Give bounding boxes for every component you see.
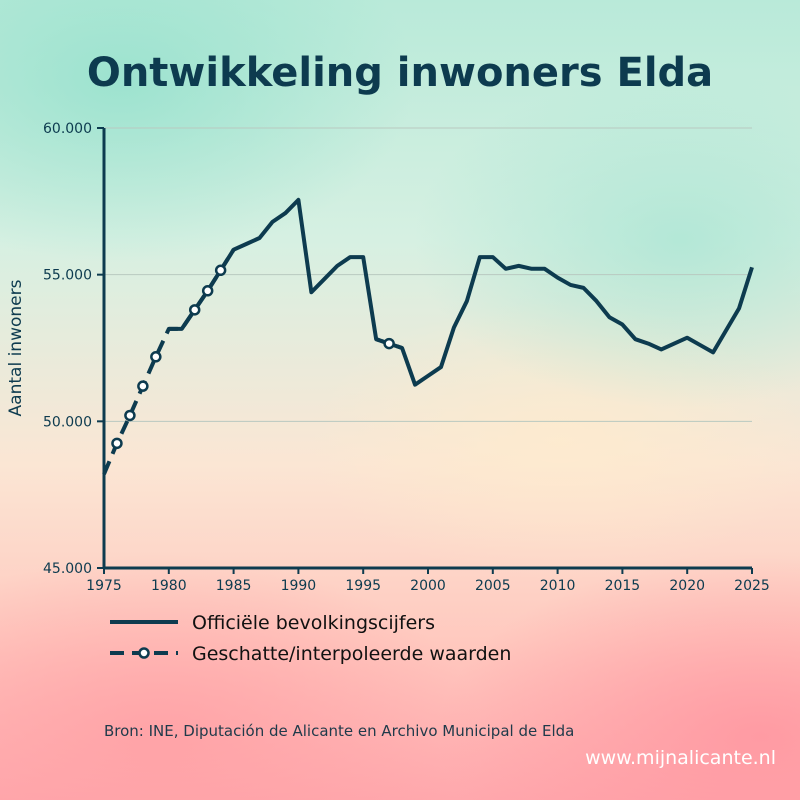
data-point-marker — [201, 285, 214, 297]
x-tick-label: 1985 — [216, 578, 252, 594]
data-point-marker — [383, 337, 395, 350]
data-point-marker — [214, 264, 227, 277]
series-lines — [102, 197, 754, 475]
legend-marker — [138, 647, 150, 659]
data-point-marker — [124, 409, 136, 422]
x-tick-label: 2005 — [475, 578, 511, 594]
x-tick-label: 2010 — [540, 578, 576, 594]
official-series-line — [168, 197, 754, 387]
x-tick-label: 1995 — [345, 578, 381, 594]
x-tick-label: 1990 — [281, 578, 317, 594]
data-point-marker — [150, 351, 162, 363]
x-tick-label: 2015 — [605, 578, 641, 594]
y-tick-label: 45.000 — [43, 561, 92, 577]
watermark: www.mijnalicante.nl — [585, 747, 776, 769]
chart-title: Ontwikkeling inwoners Elda — [86, 50, 714, 96]
y-tick-label: 50.000 — [43, 414, 92, 430]
x-tick-label: 2000 — [410, 578, 446, 594]
x-axis-ticks: 1975 1980 1985 1990 1995 2000 2005 2010 2015 2020… — [86, 568, 770, 594]
x-tick-label: 2025 — [734, 578, 770, 594]
estimated-series-line — [102, 248, 236, 475]
source-note: Bron: INE, Diputación de Alicante en Arc… — [104, 722, 575, 740]
y-axis-label: Aantal inwoners — [6, 279, 26, 416]
legend-label: Officiële bevolkingscijfers — [192, 612, 435, 634]
y-tick-label: 55.000 — [43, 268, 92, 284]
gridlines — [104, 127, 752, 422]
data-point-marker — [137, 380, 149, 392]
legend: Officiële bevolkingscijfers Geschatte/int… — [110, 612, 511, 665]
x-tick-label: 2020 — [669, 578, 705, 594]
series-markers — [111, 264, 395, 450]
y-axis-ticks: 45.000 50.000 55.000 60.000 — [43, 121, 104, 577]
legend-label: Geschatte/interpoleerde waarden — [192, 643, 511, 665]
x-tick-label: 1980 — [151, 578, 187, 594]
data-point-marker — [111, 437, 123, 450]
data-point-marker — [188, 304, 201, 316]
x-tick-label: 1975 — [86, 578, 122, 594]
y-tick-label: 60.000 — [43, 121, 92, 137]
